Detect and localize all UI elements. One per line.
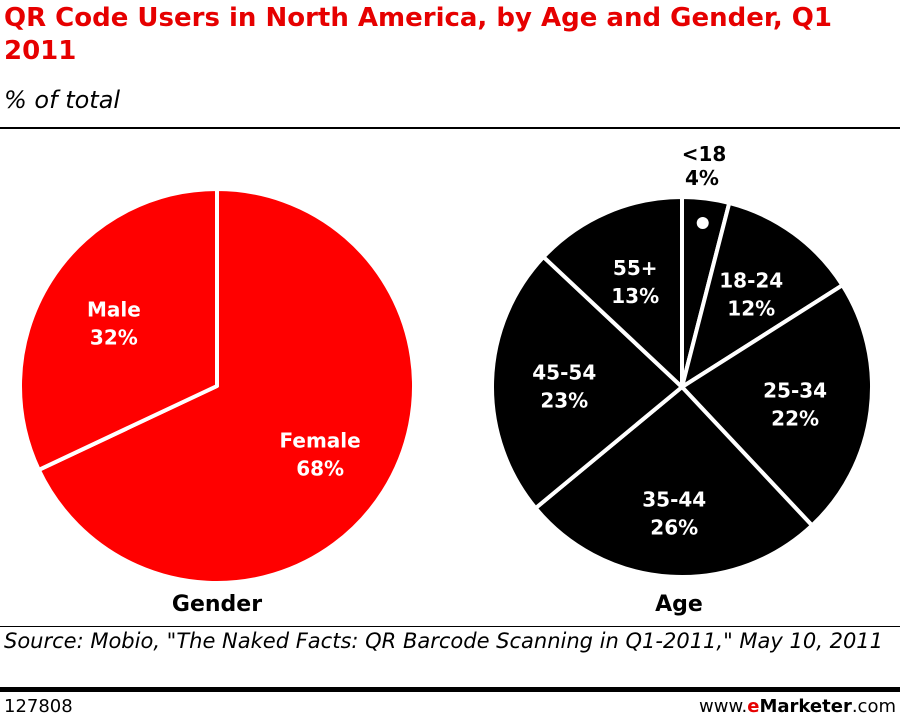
gender-label-female-name: Female <box>280 428 361 452</box>
age-label-55-plus-name: 55+ <box>613 256 658 280</box>
gender-slice-female <box>36 187 416 585</box>
top-divider <box>0 127 900 129</box>
age-label-55-plus-value: 13% <box>611 284 659 308</box>
age-slice-55-plus <box>541 195 684 389</box>
age-label-45-54-name: 45-54 <box>532 360 596 384</box>
brand-suffix: .com <box>851 696 896 717</box>
age-label-18-24-name: 18-24 <box>719 269 783 293</box>
brand-name: Marketer <box>759 696 852 717</box>
age-pie-title: Age <box>655 592 703 617</box>
gender-slice-male <box>18 187 219 472</box>
brand-e: e <box>747 696 760 717</box>
gender-pie-title: Gender <box>172 592 262 617</box>
age-label-45-54-value: 23% <box>540 388 588 412</box>
age-label-under-18-value: 4% <box>685 166 719 190</box>
age-label-18-24-value: 12% <box>727 297 775 321</box>
brand-link[interactable]: www.eMarketer.com <box>699 696 896 717</box>
bottom-divider <box>0 687 900 692</box>
source-divider <box>0 626 900 627</box>
age-slice-35-44 <box>533 385 815 579</box>
chart-title: QR Code Users in North America, by Age a… <box>4 3 832 66</box>
age-pie: <184% 18-24 12% 25-34 22% 35-44 26% 45-54 23% 55+… <box>490 142 874 579</box>
age-slice-18-24 <box>680 200 845 389</box>
age-label-35-44-value: 26% <box>650 515 698 539</box>
chart-subtitle: % of total <box>4 86 121 114</box>
age-label-25-34-name: 25-34 <box>763 378 827 402</box>
gender-label-male-value: 32% <box>90 326 138 350</box>
age-label-25-34-value: 22% <box>771 406 819 430</box>
pie-charts: Female 68% Male 32% <184% 18-24 12% 25-34 22% 35… <box>18 142 874 617</box>
age-slice-25-34 <box>680 283 874 528</box>
gender-pie: Female 68% Male 32% <box>18 187 416 585</box>
brand-prefix: www. <box>699 696 748 717</box>
age-label-35-44-name: 35-44 <box>642 487 706 511</box>
age-slice-45-54 <box>490 254 684 511</box>
gender-label-female-value: 68% <box>296 456 344 480</box>
source-note: Source: Mobio, "The Naked Facts: QR Barc… <box>4 629 884 653</box>
age-label-under-18-name: <18 <box>682 142 727 166</box>
gender-label-male-name: Male <box>87 298 141 322</box>
chart-id: 127808 <box>4 696 73 717</box>
age-label-under-18-dot <box>696 217 709 230</box>
